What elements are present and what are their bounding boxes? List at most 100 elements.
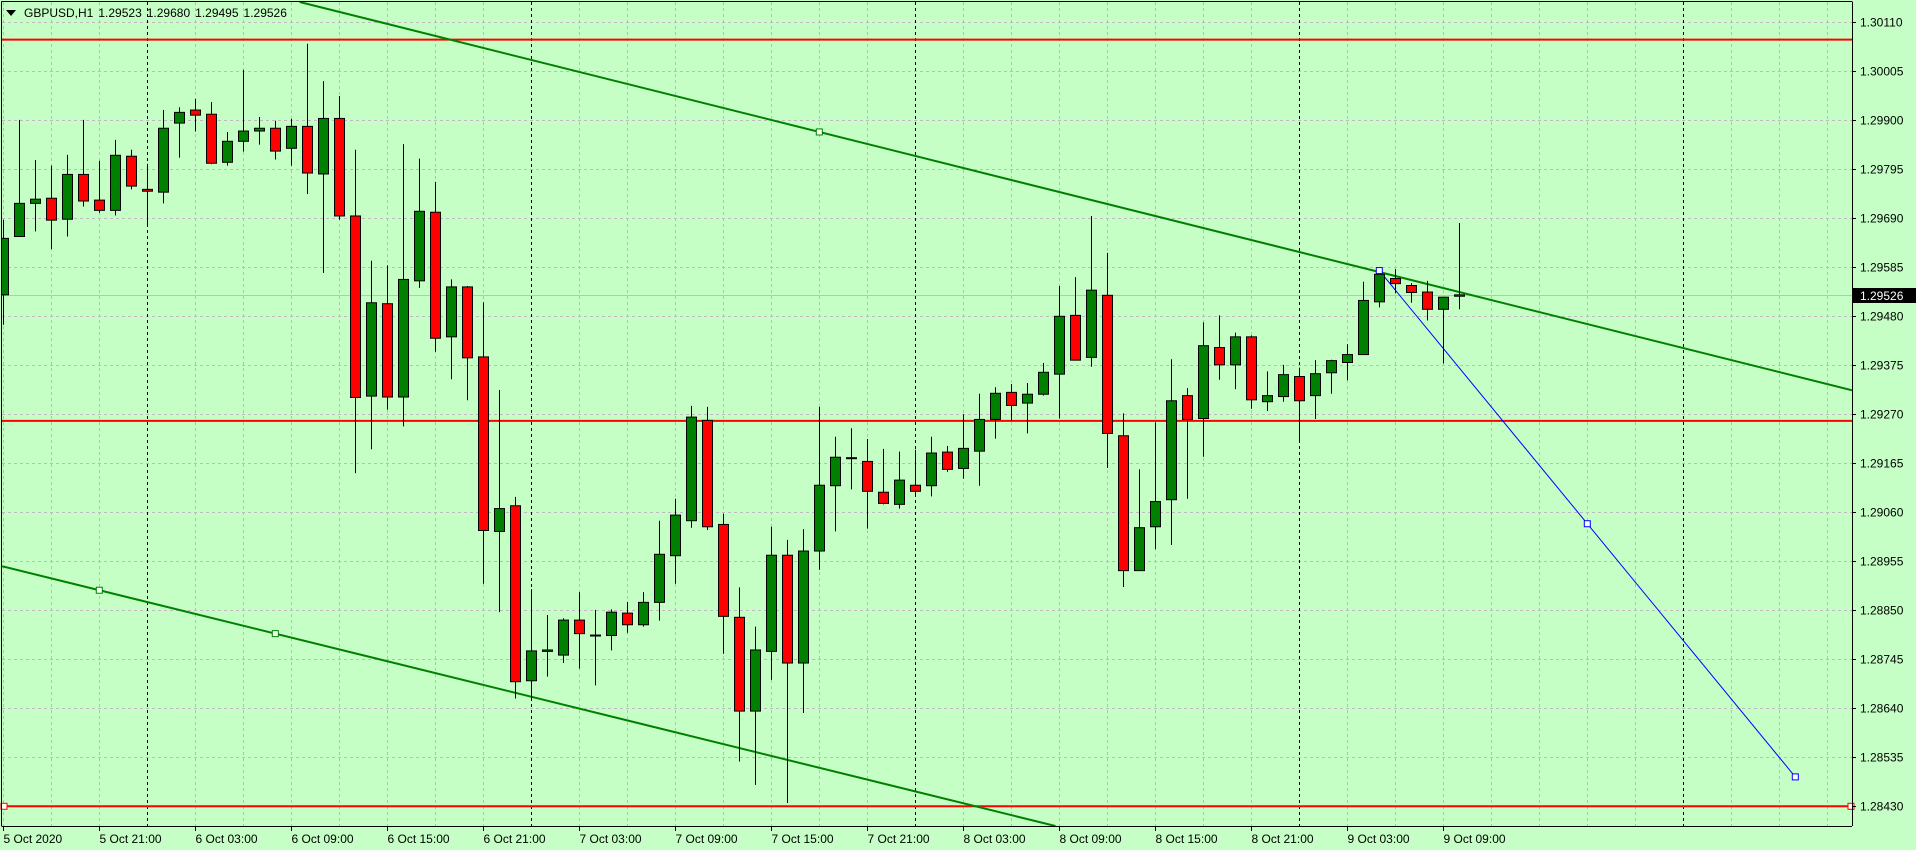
trendline-handle[interactable] xyxy=(95,586,103,594)
candle-body xyxy=(270,127,281,152)
candle-body xyxy=(702,419,713,528)
candle-body xyxy=(318,117,329,175)
candle-body xyxy=(302,125,313,174)
time-label: 7 Oct 03:00 xyxy=(580,832,642,846)
price-label: 1.29375 xyxy=(1860,359,1904,373)
candle-body xyxy=(126,155,137,187)
candle-body xyxy=(750,649,761,712)
candle-body xyxy=(526,650,537,682)
header-open: 1.29523 xyxy=(98,6,142,20)
candle-body xyxy=(670,514,681,557)
candle-body xyxy=(574,619,585,635)
candle-body xyxy=(510,505,521,683)
candle-body xyxy=(382,303,393,398)
price-label: 1.29480 xyxy=(1860,310,1904,324)
candle-body xyxy=(94,199,105,211)
trendline[interactable] xyxy=(299,2,1852,392)
candle-body xyxy=(1182,395,1193,420)
candle-body xyxy=(494,508,505,532)
candle-body xyxy=(1422,291,1433,310)
trendline-handle[interactable] xyxy=(1791,773,1799,781)
candle-body xyxy=(430,211,441,339)
time-label: 9 Oct 09:00 xyxy=(1444,832,1506,846)
price-label: 1.30110 xyxy=(1860,16,1903,30)
candle-body xyxy=(1118,435,1129,572)
trendline-handle[interactable] xyxy=(1583,520,1591,528)
time-label: 7 Oct 09:00 xyxy=(676,832,738,846)
header-low: 1.29495 xyxy=(195,6,239,20)
object-handles[interactable] xyxy=(0,128,1855,810)
candle-body xyxy=(734,616,745,712)
time-label: 7 Oct 15:00 xyxy=(772,832,834,846)
candle-body xyxy=(542,649,553,652)
candle-body xyxy=(942,451,953,470)
candle-body xyxy=(910,484,921,492)
candle-body xyxy=(1438,296,1449,310)
candle-body xyxy=(990,392,1001,420)
candle-body xyxy=(1134,527,1145,572)
trendline-handle[interactable] xyxy=(1375,267,1383,275)
candle-body xyxy=(1150,501,1161,528)
candle-body xyxy=(190,109,201,116)
time-label: 9 Oct 03:00 xyxy=(1348,832,1410,846)
price-label: 1.28640 xyxy=(1860,702,1904,716)
candle-body xyxy=(814,484,825,552)
triangle-down-icon[interactable] xyxy=(6,10,16,16)
candle-body xyxy=(606,611,617,637)
bid-price-label: 1.29526 xyxy=(1860,289,1904,303)
time-label: 6 Oct 21:00 xyxy=(484,832,546,846)
candle-body xyxy=(1374,273,1385,303)
candle-body xyxy=(1102,294,1113,434)
candle-body xyxy=(1358,299,1369,356)
candle-body xyxy=(958,447,969,469)
candle-body xyxy=(1406,285,1417,293)
candle-body xyxy=(830,456,841,487)
candle-body xyxy=(254,127,265,132)
candle-body xyxy=(1038,371,1049,395)
candle-body xyxy=(1310,373,1321,397)
candle-body xyxy=(1054,315,1065,375)
candle-body xyxy=(782,554,793,664)
candle-body xyxy=(206,113,217,164)
candle-body xyxy=(142,188,153,192)
candle-body xyxy=(638,601,649,626)
candle-body xyxy=(14,202,25,238)
price-label: 1.28430 xyxy=(1860,800,1904,814)
candle-body xyxy=(1166,400,1177,501)
time-label: 5 Oct 21:00 xyxy=(100,832,162,846)
price-label: 1.29690 xyxy=(1860,212,1904,226)
trendline-handle[interactable] xyxy=(815,128,823,136)
header-high: 1.29680 xyxy=(146,6,191,20)
trendline-handle[interactable] xyxy=(271,630,279,638)
candle-body xyxy=(366,302,377,397)
time-label: 8 Oct 09:00 xyxy=(1060,832,1122,846)
candle-body xyxy=(878,491,889,504)
time-label: 8 Oct 15:00 xyxy=(1156,832,1218,846)
trendline[interactable] xyxy=(2,565,1056,826)
time-label: 7 Oct 21:00 xyxy=(868,832,930,846)
candle-body xyxy=(686,416,697,522)
candle-body xyxy=(398,278,409,398)
candle-body xyxy=(478,356,489,531)
candle-body xyxy=(798,550,809,664)
candle-body xyxy=(238,130,249,142)
candle-body xyxy=(622,612,633,626)
candle-body xyxy=(718,523,729,617)
candle-body xyxy=(766,554,777,652)
time-label: 8 Oct 03:00 xyxy=(964,832,1026,846)
time-label: 8 Oct 21:00 xyxy=(1252,832,1314,846)
horizontal-lines[interactable] xyxy=(2,38,1852,808)
candle-body xyxy=(1246,336,1257,401)
price-label: 1.28535 xyxy=(1860,751,1904,765)
candle-body xyxy=(78,173,89,202)
candle-body xyxy=(894,479,905,505)
candle-body xyxy=(1214,347,1225,366)
candle-body xyxy=(286,125,297,149)
candle-body xyxy=(1198,345,1209,420)
price-label: 1.29270 xyxy=(1860,408,1904,422)
candle-body xyxy=(1006,391,1017,406)
header-close: 1.29526 xyxy=(243,6,287,20)
candle-body xyxy=(1454,294,1465,297)
